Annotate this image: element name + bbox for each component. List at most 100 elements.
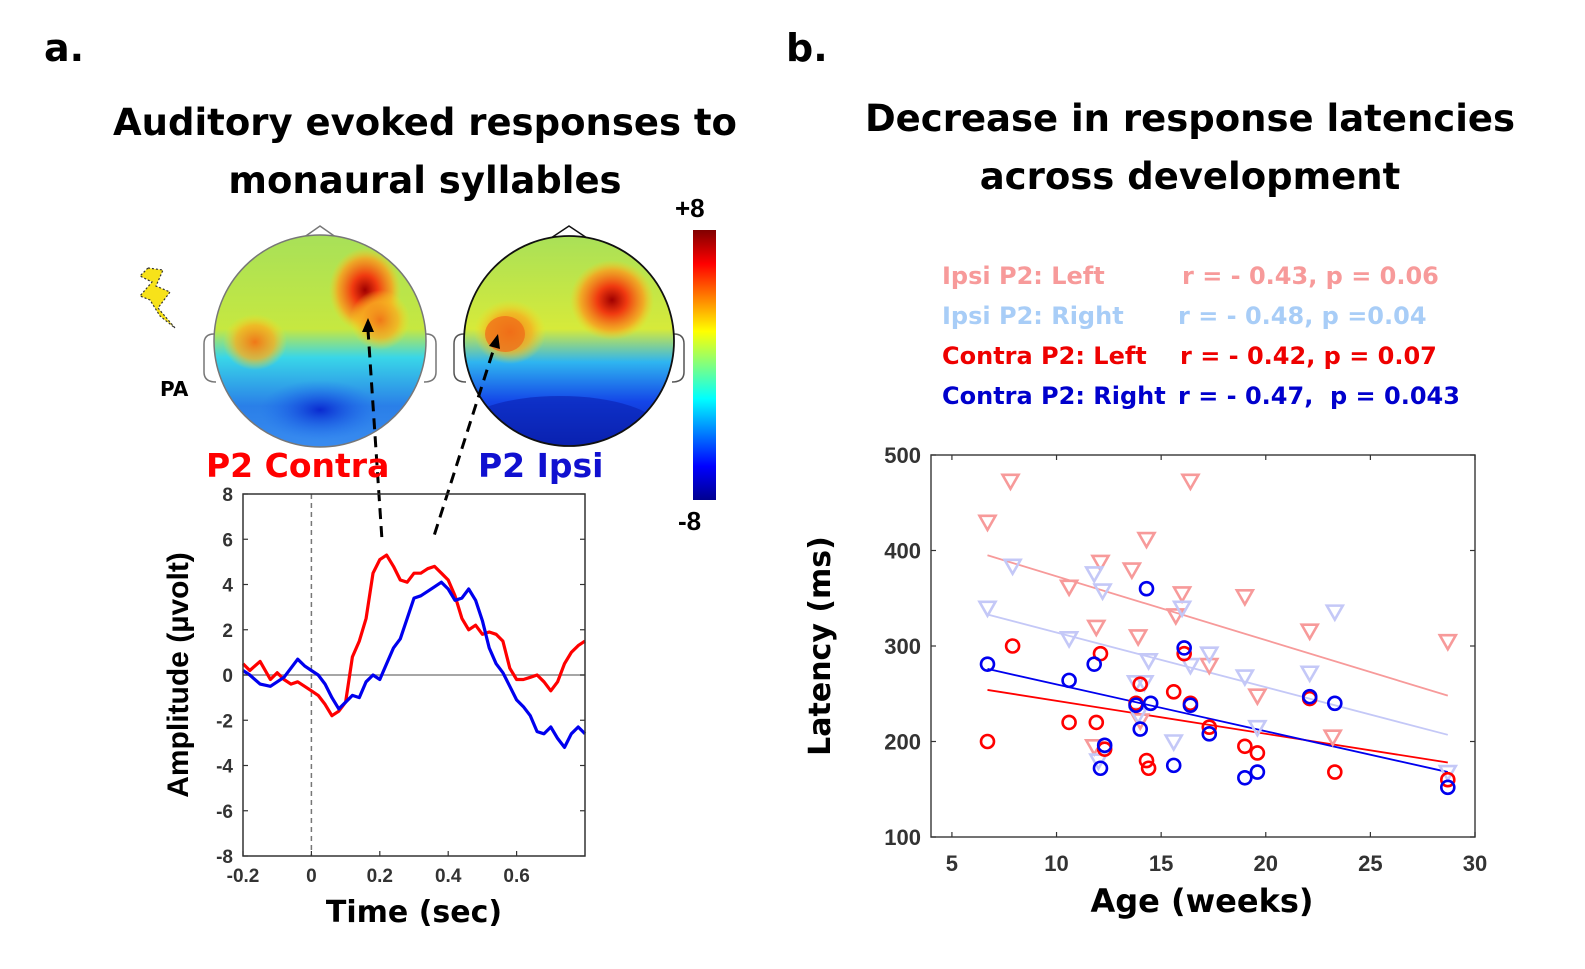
scatter-point xyxy=(1142,695,1159,712)
scatter-point xyxy=(1000,473,1021,492)
scatter-point xyxy=(1327,695,1343,712)
scatter-point xyxy=(1132,676,1149,692)
scatter-xlabel: Age (weeks) xyxy=(1090,882,1313,920)
scatter-point xyxy=(1324,604,1346,623)
scatter-point xyxy=(1249,745,1266,761)
scatter-point xyxy=(1301,688,1318,705)
scatter-point xyxy=(1140,760,1157,777)
legend-row: Ipsi P2: Left r = - 0.43, p = 0.06 xyxy=(942,262,1502,302)
scatter-point xyxy=(1176,640,1192,656)
panel-b-title: Decrease in response latencies across de… xyxy=(840,90,1540,206)
scatter-point xyxy=(1058,579,1080,598)
scatter-point xyxy=(977,600,998,619)
erp-series-line xyxy=(241,553,586,718)
panel-b-title-line1: Decrease in response latencies xyxy=(864,97,1516,140)
scatter-point xyxy=(1201,719,1218,735)
y-tick-label: -8 xyxy=(216,847,233,868)
scatter-point xyxy=(1002,558,1023,577)
scatter-point xyxy=(1234,669,1256,688)
x-tick-label: 20 xyxy=(1254,851,1278,876)
scatter-point xyxy=(1163,734,1184,753)
legend-stats: r = - 0.42, p = 0.07 xyxy=(1180,342,1437,370)
scatter-point xyxy=(977,514,998,533)
scatter-point xyxy=(1237,738,1253,755)
scatter-point xyxy=(1249,764,1266,780)
colorbar-min-label: -8 xyxy=(678,506,701,536)
y-tick-label: 400 xyxy=(884,539,921,564)
panel-a-title-line1: Auditory evoked responses to xyxy=(113,101,737,144)
scatter-point xyxy=(1092,760,1109,777)
scatter-point xyxy=(1437,633,1459,652)
scatter-point xyxy=(1086,656,1103,672)
scatter-point xyxy=(979,656,996,672)
x-tick-label: 5 xyxy=(946,851,958,876)
x-tick-label: 25 xyxy=(1358,851,1382,876)
legend-row: Contra P2: Left r = - 0.42, p = 0.07 xyxy=(942,342,1502,382)
x-tick-label: 0 xyxy=(306,866,317,887)
colorbar-max-label: +8 xyxy=(675,193,705,223)
x-tick-label: 15 xyxy=(1149,851,1173,876)
scatter-point xyxy=(1127,629,1149,648)
panel-a-title-line2: monaural syllables xyxy=(228,159,622,202)
scatter-point xyxy=(1299,665,1320,684)
scatter-point xyxy=(1165,608,1187,627)
scatter-point xyxy=(1439,779,1456,796)
panel-b-title-line2: across development xyxy=(979,155,1401,198)
lightning-bolt-icon xyxy=(138,267,176,329)
scatter-point xyxy=(1136,531,1157,550)
y-tick-label: 4 xyxy=(222,576,233,597)
scatter-point xyxy=(1247,719,1268,738)
scatter-point xyxy=(1083,566,1105,585)
scatter-point xyxy=(1171,586,1193,605)
regression-line xyxy=(987,554,1449,697)
x-tick-label: -0.2 xyxy=(227,866,260,887)
peak-arrow-contra xyxy=(362,318,384,540)
panel-b-letter: b. xyxy=(786,26,828,70)
topomap-contra-label: P2 Contra xyxy=(206,446,390,485)
legend-stats: r = - 0.47, p = 0.043 xyxy=(1178,382,1460,410)
y-tick-label: -6 xyxy=(216,802,233,823)
scatter-plot-frame xyxy=(930,454,1476,838)
regression-line xyxy=(987,668,1448,773)
erp-ylabel: Amplitude (µvolt) xyxy=(162,552,195,798)
scatter-point xyxy=(1061,714,1077,731)
scatter-point xyxy=(1180,657,1201,676)
y-tick-label: 500 xyxy=(884,443,921,468)
scatter-point xyxy=(1088,714,1105,731)
scatter-point xyxy=(1138,653,1159,671)
y-tick-label: 100 xyxy=(884,825,921,850)
scatter-point xyxy=(1132,721,1149,737)
scatter-point xyxy=(1128,697,1144,714)
erp-series-line xyxy=(242,580,587,749)
erp-line-chart: -0.2 0 0.2 0.4 0.6 -8 -6 -4 -2 0 2 4 6 8 Time (sec) A… xyxy=(162,485,587,930)
legend-stats: r = - 0.43, p = 0.06 xyxy=(1182,262,1439,290)
topomap-ipsi xyxy=(453,225,685,447)
y-tick-label: -4 xyxy=(216,757,233,778)
scatter-point xyxy=(1247,688,1268,707)
legend-label: Contra P2: Right xyxy=(942,382,1166,410)
colorbar xyxy=(693,230,716,500)
x-tick-label: 0.2 xyxy=(367,866,393,887)
y-tick-label: 0 xyxy=(222,666,233,687)
y-tick-label: 200 xyxy=(884,730,921,755)
topomap-contra xyxy=(203,225,437,448)
scatter-point xyxy=(1237,769,1253,786)
scatter-point xyxy=(1180,473,1201,492)
scatter-point xyxy=(1092,583,1113,602)
erp-xlabel: Time (sec) xyxy=(326,895,502,930)
y-tick-label: 2 xyxy=(222,621,233,642)
scatter-point xyxy=(1090,554,1111,573)
x-tick-label: 0.4 xyxy=(435,866,462,887)
latency-scatter-chart: 5 10 15 20 25 30 100 200 300 400 500 Age (weeks) L… xyxy=(803,443,1487,920)
scatter-point xyxy=(1171,600,1193,619)
x-tick-label: 10 xyxy=(1044,851,1068,876)
legend-row: Ipsi P2: Right r = - 0.48, p =0.04 xyxy=(942,302,1502,342)
panel-a-title: Auditory evoked responses to monaural sy… xyxy=(80,94,770,210)
scatter-ylabel: Latency (ms) xyxy=(803,536,838,756)
scatter-point xyxy=(1121,562,1143,581)
scatter-point xyxy=(1134,674,1155,693)
scatter-point xyxy=(1058,631,1080,649)
y-tick-label: 300 xyxy=(884,634,921,659)
scatter-point xyxy=(1182,697,1199,714)
scatter-point xyxy=(1327,764,1343,780)
